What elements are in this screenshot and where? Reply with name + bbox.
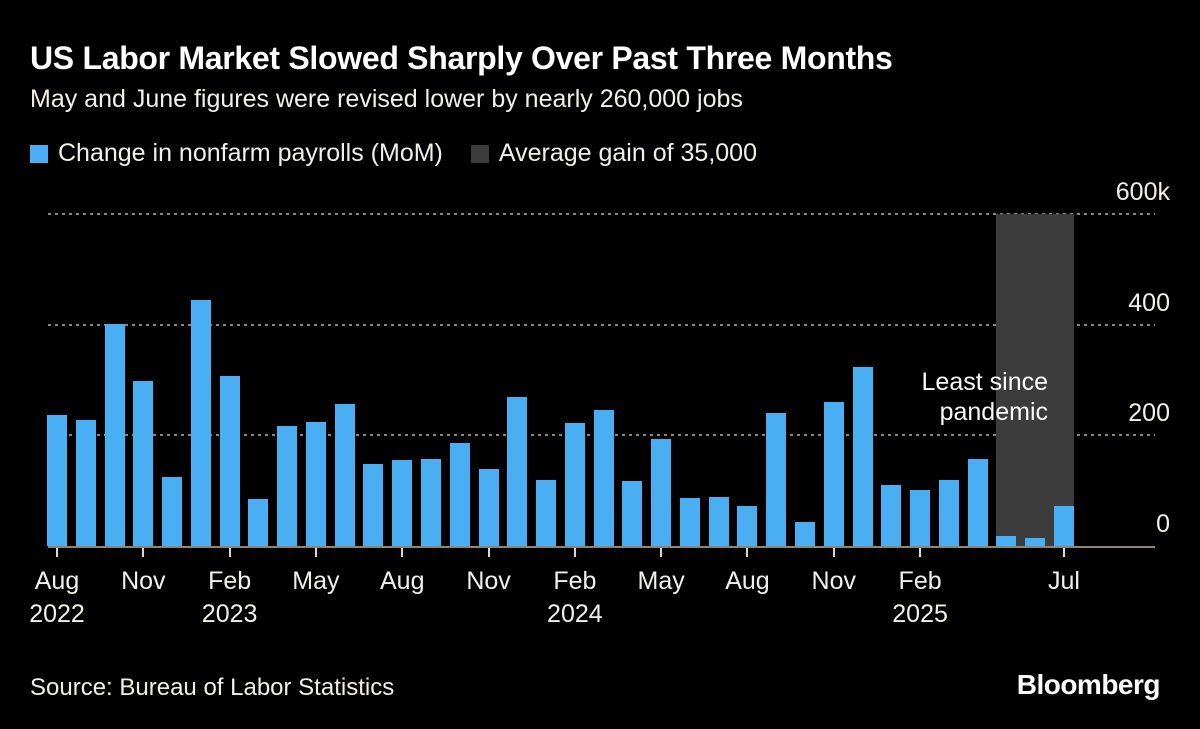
x-tick-feb-2025 <box>919 548 922 557</box>
x-tick-aug <box>746 548 749 557</box>
page-title: US Labor Market Slowed Sharply Over Past… <box>30 40 893 76</box>
bar-mar-2025 <box>938 479 959 546</box>
bar-sep-2023 <box>421 459 441 546</box>
y-label-400: 400 <box>1128 288 1170 317</box>
x-label-may: May <box>256 565 376 598</box>
x-axis-line <box>48 546 1155 548</box>
x-label-month: May <box>637 567 685 595</box>
x-tick-nov <box>832 548 835 557</box>
bar-oct-2024 <box>795 521 816 546</box>
x-label-jul: Jul <box>1004 565 1124 598</box>
source-note: Source: Bureau of Labor Statistics <box>30 674 395 701</box>
bar-sep-2024 <box>766 413 787 546</box>
x-label-month: Aug <box>725 567 770 595</box>
bar-nov-2022 <box>133 381 154 546</box>
bar-aug-2024 <box>737 506 758 546</box>
bar-dec-2023 <box>507 396 528 546</box>
x-label-month: Feb <box>553 567 597 595</box>
y-label-0: 0 <box>1156 510 1170 538</box>
x-label-nov: Nov <box>429 565 549 598</box>
x-label-month: Nov <box>466 567 511 595</box>
x-label-may: May <box>601 565 721 598</box>
bar-nov-2023 <box>478 468 499 546</box>
x-label-nov: Nov <box>774 565 894 598</box>
x-tick-may <box>314 548 317 557</box>
bloomberg-logo: Bloomberg <box>1016 669 1161 700</box>
bar-jan-2024 <box>536 480 557 546</box>
legend-swatch-payrolls-icon <box>30 144 48 163</box>
bar-oct-2022 <box>104 323 125 546</box>
y-label-600k: 600k <box>1115 178 1170 206</box>
x-label-month: Feb <box>898 567 942 595</box>
bar-may-2024 <box>651 439 672 546</box>
bar-apr-2023 <box>277 426 298 546</box>
highlight-band <box>996 214 1074 546</box>
x-label-month: Nov <box>121 567 166 595</box>
bar-jul-2024 <box>708 497 729 546</box>
legend-swatch-average-icon <box>470 144 489 163</box>
x-label-month: Feb <box>208 567 252 595</box>
x-tick-jul <box>1062 548 1065 557</box>
x-tick-nov <box>142 548 145 557</box>
legend-label-average: Average gain of 35,000 <box>498 139 757 167</box>
x-label-month: Aug <box>34 567 80 595</box>
legend: Change in nonfarm payrolls (MoM) Average… <box>30 139 757 168</box>
x-label-nov: Nov <box>83 565 203 598</box>
y-label-200: 200 <box>1128 399 1170 428</box>
x-label-year: 2023 <box>201 600 258 628</box>
bar-jun-2025 <box>1025 538 1046 546</box>
bar-mar-2024 <box>593 409 614 546</box>
bar-may-2023 <box>305 421 326 546</box>
bar-aug-2023 <box>392 459 413 546</box>
x-label-month: Nov <box>811 567 857 595</box>
bar-feb-2025 <box>910 489 931 546</box>
bar-sep-2022 <box>75 420 96 546</box>
bar-may-2025 <box>996 535 1017 546</box>
bar-jun-2024 <box>679 497 700 546</box>
legend-label-payrolls: Change in nonfarm payrolls (MoM) <box>58 139 443 167</box>
x-label-month: Jul <box>1047 567 1080 595</box>
bar-jun-2023 <box>334 404 355 546</box>
bar-oct-2023 <box>449 442 470 546</box>
x-label-feb-2025: Feb 2025 <box>860 565 980 631</box>
bar-aug-2022 <box>47 414 67 546</box>
bar-mar-2023 <box>248 498 269 546</box>
bar-feb-2024 <box>564 423 585 546</box>
bar-jan-2023 <box>190 299 211 546</box>
chart-subtitle: May and June figures were revised lower … <box>30 85 743 113</box>
bar-apr-2025 <box>967 458 988 546</box>
bar-jan-2025 <box>881 484 902 546</box>
bar-dec-2022 <box>162 476 183 546</box>
annotation-least-since-pandemic: Least since pandemic <box>921 368 1048 426</box>
x-tick-may <box>660 548 663 557</box>
x-label-aug-2022: Aug 2022 <box>0 565 117 631</box>
bar-jul-2025 <box>1053 505 1074 546</box>
bar-dec-2024 <box>852 367 873 546</box>
x-tick-aug <box>401 548 404 557</box>
x-label-aug: Aug <box>342 565 462 598</box>
x-label-feb-2024: Feb 2024 <box>515 565 635 631</box>
bar-feb-2023 <box>219 376 240 546</box>
bar-apr-2024 <box>622 480 643 546</box>
x-tick-feb-2023 <box>228 548 231 557</box>
x-label-year: 2025 <box>892 600 948 628</box>
x-tick-nov <box>487 548 490 557</box>
bar-nov-2024 <box>823 401 844 546</box>
x-label-year: 2024 <box>547 600 603 628</box>
bar-jul-2023 <box>363 464 384 546</box>
x-label-month: May <box>292 567 340 595</box>
x-label-aug: Aug <box>687 565 807 598</box>
plot-area: Aug 2022 Nov Feb 2023 May Aug Nov Feb 2024 May Aug N… <box>29 213 1155 628</box>
x-label-feb-2023: Feb 2023 <box>170 565 290 631</box>
x-label-month: Aug <box>379 567 425 595</box>
x-label-year: 2022 <box>29 600 85 628</box>
x-tick-aug-2022 <box>56 548 58 557</box>
gridline-600k <box>48 213 1155 215</box>
x-tick-feb-2024 <box>573 548 576 557</box>
gridline-400 <box>48 323 1155 326</box>
